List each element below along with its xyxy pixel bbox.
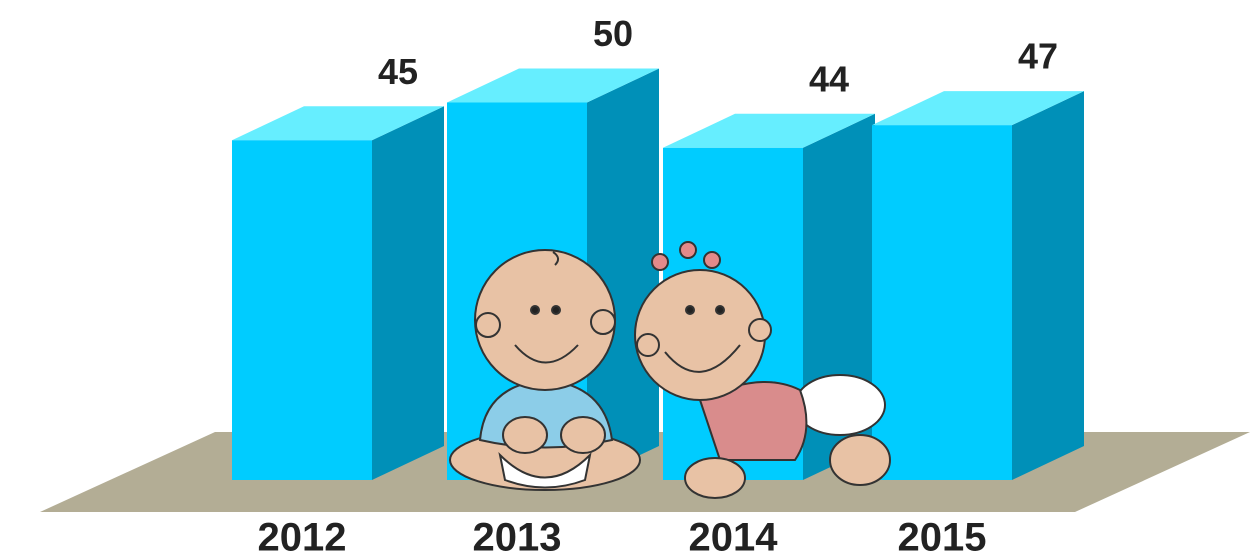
bar [872, 125, 1012, 481]
value-label: 50 [593, 13, 633, 54]
babies [449, 241, 891, 499]
bar-top [447, 68, 659, 103]
category-label: 2015 [898, 516, 987, 560]
category-label: 2014 [689, 516, 779, 560]
category-label: 2013 [473, 516, 562, 560]
value-label: 44 [809, 58, 849, 99]
bar-side [1012, 91, 1084, 481]
value-label: 45 [378, 51, 418, 92]
bar [232, 140, 372, 480]
bar-top [232, 106, 444, 141]
bar-top [663, 113, 875, 148]
baby-girl [634, 241, 891, 499]
labels: 45 2012 50 2013 44 2014 47 2015 [258, 13, 1059, 560]
value-label: 47 [1018, 36, 1058, 77]
category-label: 2012 [258, 516, 347, 560]
bar-side [587, 68, 659, 480]
baby-boy [449, 249, 641, 491]
bar-top [872, 91, 1084, 126]
bar-side [372, 106, 444, 480]
bars [232, 68, 1084, 481]
